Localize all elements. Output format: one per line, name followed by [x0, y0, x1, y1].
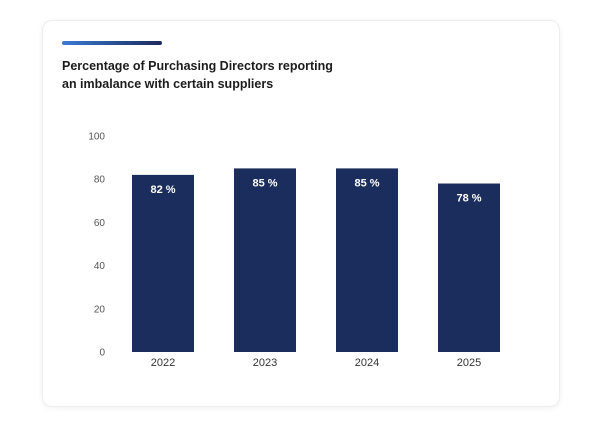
y-tick-label-100: 100 — [88, 132, 105, 143]
x-category-label-2023: 2023 — [253, 357, 277, 369]
data-label-2023: 85 % — [252, 177, 277, 189]
x-category-label-2022: 2022 — [151, 357, 175, 369]
y-tick-label-80: 80 — [94, 175, 106, 186]
data-label-2024: 85 % — [354, 177, 379, 189]
y-tick-label-40: 40 — [94, 261, 106, 272]
x-category-label-2025: 2025 — [457, 357, 481, 369]
bar-2025 — [438, 183, 500, 352]
y-tick-label-0: 0 — [99, 348, 105, 359]
data-label-2022: 82 % — [150, 184, 175, 196]
bar-2024 — [336, 168, 398, 352]
accent-bar — [62, 41, 162, 45]
x-category-label-2024: 2024 — [355, 357, 379, 369]
bar-2023 — [234, 168, 296, 352]
bar-2022 — [132, 174, 194, 352]
data-label-2025: 78 % — [456, 193, 481, 205]
chart-title: Percentage of Purchasing Directors repor… — [62, 57, 382, 93]
chart-title-line-1: Percentage of Purchasing Directors repor… — [62, 59, 333, 73]
y-tick-label-20: 20 — [94, 304, 106, 315]
y-tick-label-60: 60 — [94, 218, 106, 229]
chart-title-line-2: an imbalance with certain suppliers — [62, 77, 274, 91]
